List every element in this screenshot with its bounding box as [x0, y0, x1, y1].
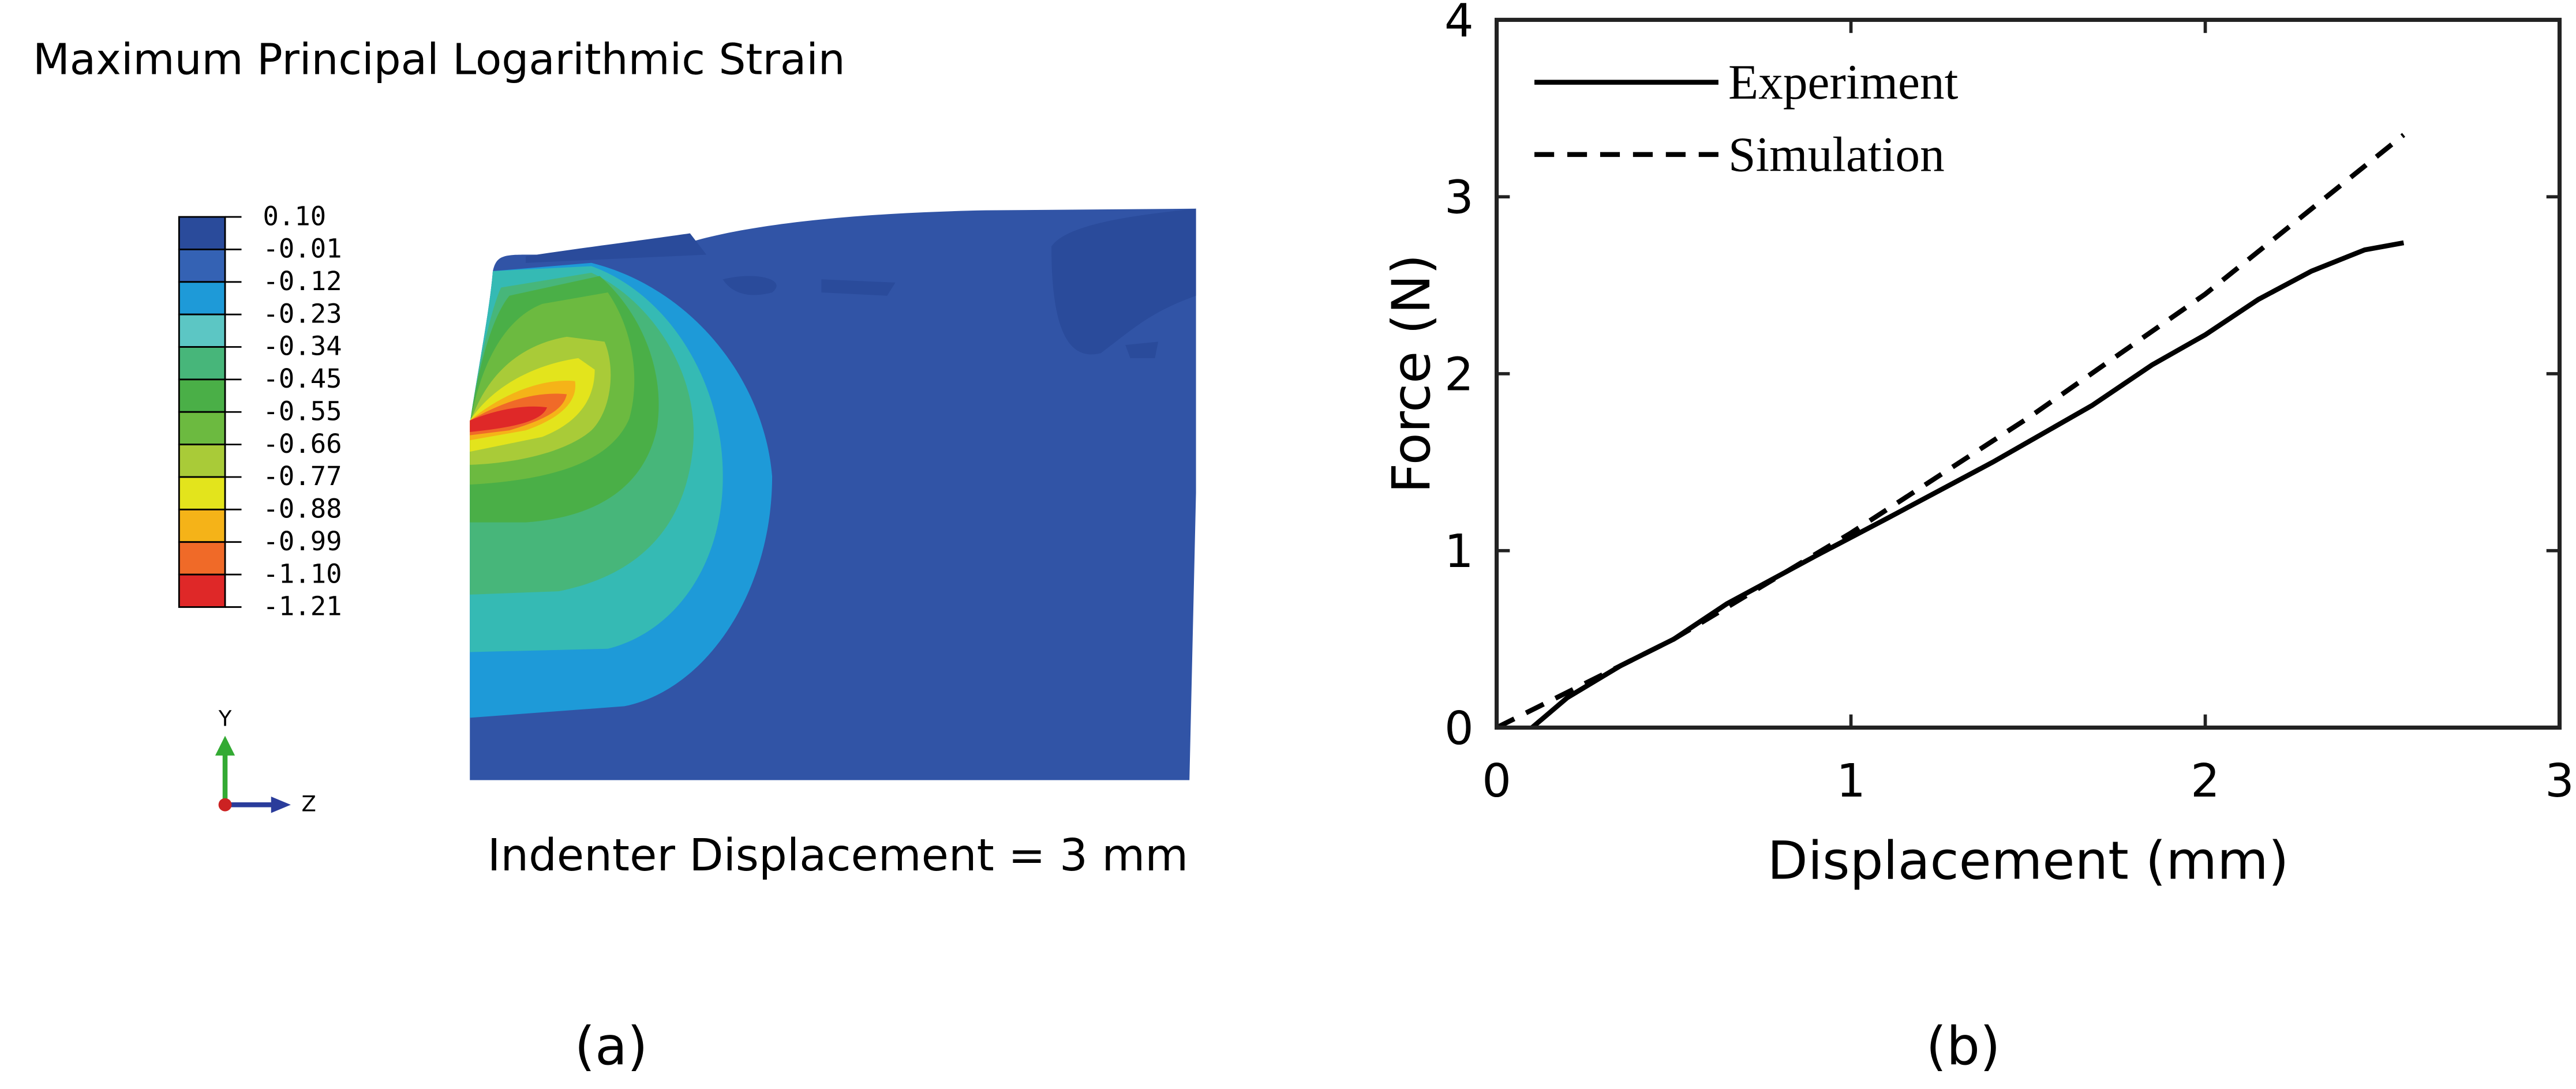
triad-z-arrow: [271, 797, 291, 813]
x-tick-label: 2: [2191, 754, 2220, 808]
series-line: [1495, 133, 2406, 730]
colorbar-band: [178, 573, 226, 608]
colorbar-band: [178, 508, 226, 543]
colorbar-band: [178, 346, 226, 381]
y-tick-label: 3: [1444, 171, 1474, 224]
y-tick-label: 2: [1444, 347, 1474, 401]
colorbar-label: -0.88: [263, 494, 342, 524]
contour-mesh: [470, 208, 1196, 780]
colorbar-band: [178, 541, 226, 576]
colorbar-label: -1.10: [263, 558, 342, 589]
series-line: [1530, 240, 2405, 730]
colorbar-band: [178, 248, 226, 283]
triad-y-arrow: [215, 735, 235, 756]
colorbar-band: [178, 411, 226, 446]
triad-z-label: Z: [302, 792, 316, 817]
panel-title: Maximum Principal Logarithmic Strain: [33, 35, 845, 84]
colorbar-band: [178, 313, 226, 348]
y-tick-label: 1: [1444, 524, 1474, 578]
colorbar-band: [178, 281, 226, 316]
contour-red: [470, 406, 548, 432]
plot-frame: [1495, 17, 2562, 730]
colorbar-band: [178, 444, 226, 478]
colorbar-band: [178, 216, 226, 250]
colorbar-label: -0.55: [263, 396, 342, 426]
colorbar-label: -0.01: [263, 234, 342, 264]
panel-caption: (b): [1926, 1016, 2001, 1077]
triad-y-label: Y: [218, 707, 232, 731]
panel-caption: (a): [575, 1016, 648, 1077]
colorbar-label: -0.99: [263, 526, 342, 557]
x-axis-label: Displacement (mm): [1768, 830, 2289, 891]
colorbar-label: -0.45: [263, 363, 342, 394]
legend-label: Simulation: [1728, 127, 1945, 182]
colorbar-label: -0.66: [263, 429, 342, 459]
axis-triad: [215, 735, 291, 813]
x-tick-label: 3: [2545, 754, 2574, 808]
colorbar-label: -0.23: [263, 298, 342, 329]
annotation: Indenter Displacement = 3 mm: [488, 830, 1188, 881]
y-tick-label: 4: [1444, 0, 1474, 47]
colorbar-label: -0.34: [263, 331, 342, 362]
y-tick-label: 0: [1444, 701, 1474, 755]
legend-label: Experiment: [1728, 55, 1959, 110]
x-tick-label: 0: [1482, 754, 1511, 808]
colorbar-label: -1.21: [263, 591, 342, 622]
colorbar-band: [178, 378, 226, 413]
colorbar-label: -0.77: [263, 461, 342, 491]
colorbar-label: 0.10: [263, 201, 327, 231]
colorbar-label: -0.12: [263, 266, 342, 296]
y-axis-label: Force (N): [1381, 254, 1442, 494]
triad-origin: [218, 798, 232, 812]
colorbar-band: [178, 476, 226, 510]
contour-dark-patch: [526, 208, 1196, 358]
x-tick-label: 1: [1836, 754, 1866, 808]
